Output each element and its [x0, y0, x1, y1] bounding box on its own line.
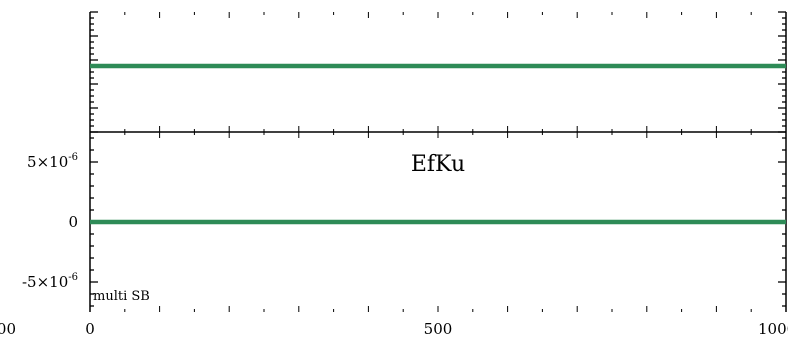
y-tick-label: 5×10-6: [27, 152, 78, 171]
x-tick-label-cut: 00: [0, 320, 16, 338]
x-tick-label: 500: [424, 320, 453, 338]
y-tick-label: 0: [68, 213, 78, 231]
x-axis-tick-labels: 00 0 500 1000: [0, 320, 788, 338]
x-tick-label: 0: [85, 320, 95, 338]
y-tick-label: -5×10-6: [22, 272, 78, 291]
x-tick-label: 1000: [758, 320, 788, 338]
annotation-multi-sb: multi SB: [93, 289, 150, 304]
top-panel: [89, 11, 787, 133]
panel-title: EfKu: [411, 152, 465, 177]
bottom-panel: EfKu multi SB 5×10-6 0 -5×10-6: [22, 131, 787, 312]
